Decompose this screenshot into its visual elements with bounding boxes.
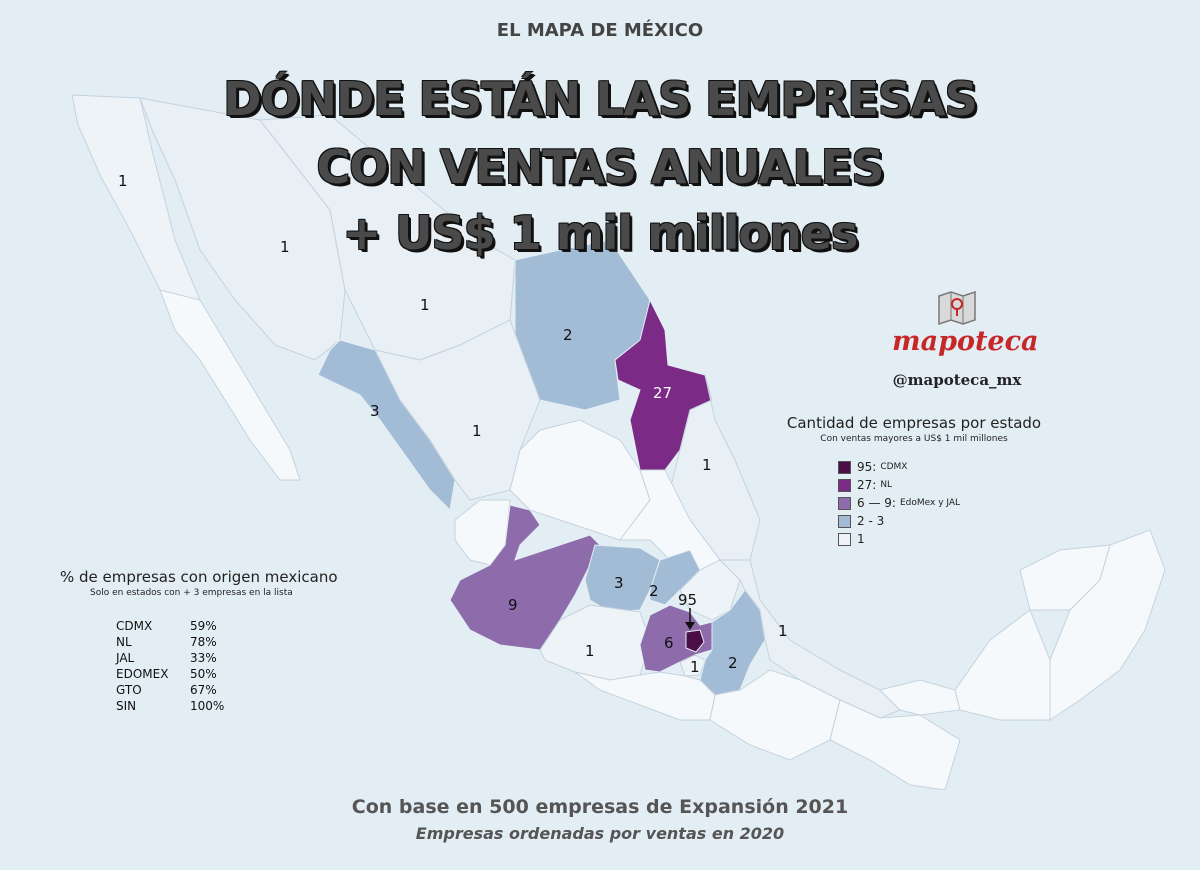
label-sinaloa: 3 bbox=[370, 402, 380, 420]
label-edomex: 6 bbox=[664, 634, 674, 652]
pct-cell: 33% bbox=[190, 651, 217, 665]
label-durango: 1 bbox=[472, 422, 482, 440]
table-row: EDOMEX 50% bbox=[116, 666, 224, 682]
origin-table: CDMX 59% NL 78% JAL 33% EDOMEX 50% GTO 67% SI… bbox=[116, 618, 224, 714]
legend-item-note: NL bbox=[880, 480, 893, 490]
legend-item-label: 27: bbox=[857, 478, 877, 492]
legend-title: Cantidad de empresas por estado bbox=[786, 414, 1042, 432]
legend-item-cdmx: 95: CDMX bbox=[838, 458, 1050, 476]
legend-swatch bbox=[838, 532, 851, 546]
pct-cell: 100% bbox=[190, 699, 225, 713]
label-sonora: 1 bbox=[280, 238, 290, 256]
state-cell: NL bbox=[116, 635, 132, 649]
state-jalisco bbox=[449, 504, 601, 651]
state-cell: CDMX bbox=[116, 619, 153, 633]
origin-table-subtitle: Solo en estados con + 3 empresas en la l… bbox=[90, 588, 293, 598]
legend-item-nl: 27: NL bbox=[838, 476, 1050, 494]
legend-item-label: 6 — 9: bbox=[857, 496, 896, 510]
brand-block: mapoteca @mapoteca_mx bbox=[892, 290, 1039, 389]
legend-item-6-9: 6 — 9: EdoMex y JAL bbox=[838, 494, 1050, 512]
legend-item-label: 95: bbox=[857, 460, 877, 474]
state-guanajuato bbox=[584, 544, 661, 613]
origin-table-title: % de empresas con origen mexicano bbox=[60, 568, 338, 586]
state-cell: GTO bbox=[116, 683, 142, 697]
label-puebla: 2 bbox=[728, 654, 738, 672]
label-chihuahua: 1 bbox=[420, 296, 430, 314]
label-morelos: 1 bbox=[690, 658, 700, 676]
label-michoacan: 1 bbox=[585, 642, 595, 660]
brand-handle: @mapoteca_mx bbox=[892, 371, 1022, 389]
footer-note: Empresas ordenadas por ventas en 2020 bbox=[415, 824, 785, 843]
legend-item-note: CDMX bbox=[880, 462, 908, 472]
label-veracruz: 1 bbox=[778, 622, 788, 640]
legend-item-2-3: 2 - 3 bbox=[838, 512, 1050, 530]
kicker-title: EL MAPA DE MÉXICO bbox=[496, 20, 704, 41]
state-morelos bbox=[679, 654, 706, 677]
legend-swatch bbox=[838, 460, 851, 474]
legend-swatch bbox=[838, 478, 851, 492]
table-row: JAL 33% bbox=[116, 650, 224, 666]
pct-cell: 78% bbox=[190, 635, 217, 649]
table-row: GTO 67% bbox=[116, 682, 224, 698]
label-queretaro: 2 bbox=[649, 582, 659, 600]
state-queretaro bbox=[649, 549, 701, 606]
state-puebla bbox=[699, 589, 766, 696]
state-cell: JAL bbox=[116, 651, 135, 665]
label-jalisco: 9 bbox=[508, 596, 518, 614]
legend-swatch bbox=[838, 496, 851, 510]
legend-item-label: 2 - 3 bbox=[857, 514, 885, 528]
state-cell: EDOMEX bbox=[116, 667, 169, 681]
origin-table-block: % de empresas con origen mexicano Solo e… bbox=[60, 568, 340, 714]
label-nuevo-leon: 27 bbox=[653, 384, 672, 402]
folded-map-pin-icon bbox=[938, 290, 976, 326]
label-baja-california: 1 bbox=[118, 172, 128, 190]
cdmx-callout-arrowhead bbox=[685, 622, 695, 630]
state-chiapas bbox=[829, 699, 961, 791]
pct-cell: 59% bbox=[190, 619, 217, 633]
footer-source: Con base en 500 empresas de Expansión 20… bbox=[351, 796, 849, 818]
legend-subtitle: Con ventas mayores a US$ 1 mil millones bbox=[820, 434, 1008, 444]
label-guanajuato: 3 bbox=[614, 574, 624, 592]
table-row: CDMX 59% bbox=[116, 618, 224, 634]
state-guerrero bbox=[574, 671, 716, 721]
state-quintana-roo bbox=[1049, 529, 1166, 721]
label-tamaulipas: 1 bbox=[702, 456, 712, 474]
pct-cell: 50% bbox=[190, 667, 217, 681]
legend-item-note: EdoMex y JAL bbox=[899, 498, 961, 508]
state-campeche bbox=[954, 609, 1051, 721]
state-cdmx bbox=[685, 629, 705, 653]
label-cdmx: 95 bbox=[678, 591, 697, 609]
state-cell: SIN bbox=[116, 699, 137, 713]
title-line-2: CON VENTAS ANUALES bbox=[316, 140, 885, 194]
title-line-1: DÓNDE ESTÁN LAS EMPRESAS bbox=[223, 72, 978, 126]
legend-item-label: 1 bbox=[857, 532, 865, 546]
legend-swatch bbox=[838, 514, 851, 528]
label-coahuila: 2 bbox=[563, 326, 573, 344]
table-row: NL 78% bbox=[116, 634, 224, 650]
title-line-3: + US$ 1 mil millones bbox=[342, 206, 859, 260]
pct-cell: 67% bbox=[190, 683, 217, 697]
legend-item-1: 1 bbox=[838, 530, 1050, 548]
legend: Cantidad de empresas por estado Con vent… bbox=[778, 414, 1050, 548]
state-baja-california-sur bbox=[159, 289, 301, 481]
table-row: SIN 100% bbox=[116, 698, 224, 714]
brand-name: mapoteca bbox=[892, 326, 1039, 357]
